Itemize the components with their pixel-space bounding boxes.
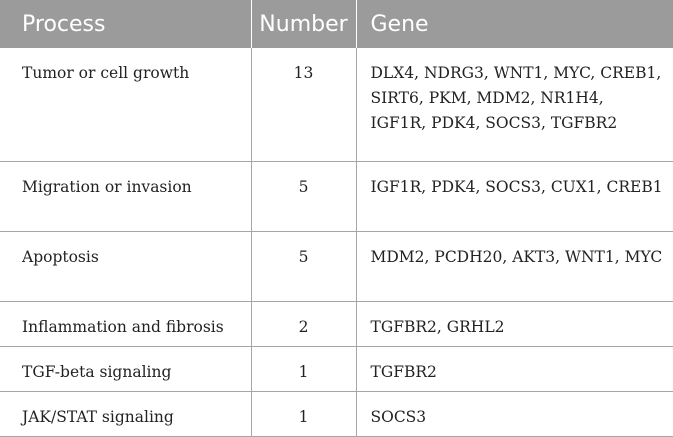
process-cell: Apoptosis xyxy=(0,231,252,302)
number-cell: 2 xyxy=(251,301,357,347)
number-cell: 5 xyxy=(251,231,357,302)
number-cell: 1 xyxy=(251,391,357,437)
table-row: Tumor or cell growth 13 DLX4, NDRG3, WNT… xyxy=(0,48,673,162)
gene-cell: MDM2, PCDH20, AKT3, WNT1, MYC xyxy=(356,231,673,302)
process-cell: Tumor or cell growth xyxy=(0,48,252,162)
gene-cell: IGF1R, PDK4, SOCS3, CUX1, CREB1 xyxy=(356,161,673,232)
gene-cell: DLX4, NDRG3, WNT1, MYC, CREB1, SIRT6, PK… xyxy=(356,48,673,162)
table-row: Migration or invasion 5 IGF1R, PDK4, SOC… xyxy=(0,161,673,232)
number-cell: 1 xyxy=(251,346,357,392)
table-row: TGF-beta signaling 1 TGFBR2 xyxy=(0,346,673,392)
column-header-gene: Gene xyxy=(356,0,673,48)
column-header-process: Process xyxy=(0,0,252,48)
header-row: Process Number Gene xyxy=(0,0,673,48)
table-header: Process Number Gene xyxy=(0,0,673,48)
column-header-number: Number xyxy=(251,0,357,48)
gene-cell: TGFBR2, GRHL2 xyxy=(356,301,673,347)
table-row: Inflammation and fibrosis 2 TGFBR2, GRHL… xyxy=(0,301,673,347)
table-row: JAK/STAT signaling 1 SOCS3 xyxy=(0,391,673,437)
number-cell: 5 xyxy=(251,161,357,232)
process-cell: Inflammation and fibrosis xyxy=(0,301,252,347)
table-body: Tumor or cell growth 13 DLX4, NDRG3, WNT… xyxy=(0,48,673,437)
gene-cell: TGFBR2 xyxy=(356,346,673,392)
process-cell: TGF-beta signaling xyxy=(0,346,252,392)
table-row: Apoptosis 5 MDM2, PCDH20, AKT3, WNT1, MY… xyxy=(0,231,673,302)
process-cell: JAK/STAT signaling xyxy=(0,391,252,437)
process-cell: Migration or invasion xyxy=(0,161,252,232)
gene-cell: SOCS3 xyxy=(356,391,673,437)
number-cell: 13 xyxy=(251,48,357,162)
